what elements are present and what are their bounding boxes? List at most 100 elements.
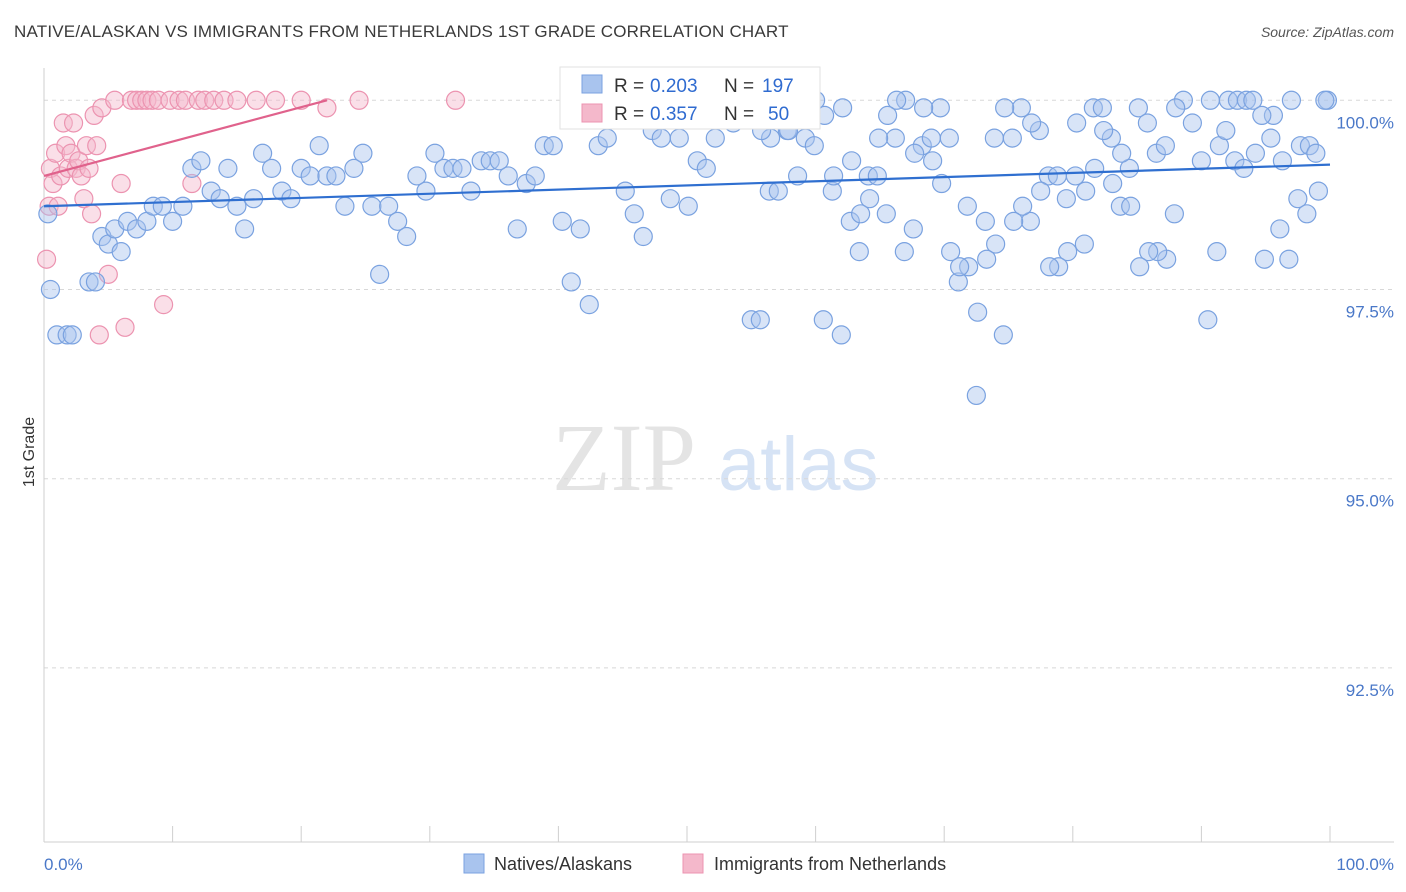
- point-blue-64: [597, 128, 617, 148]
- point-blue-102: [939, 128, 959, 148]
- point-blue-54: [507, 219, 527, 239]
- point-pink-16: [76, 136, 97, 156]
- point-blue-159: [1166, 98, 1186, 118]
- point-blue-201: [787, 166, 808, 186]
- point-blue-165: [1112, 143, 1132, 163]
- legend-swatch-pink: [581, 103, 603, 123]
- point-pink-27: [121, 90, 142, 110]
- point-blue-180: [977, 249, 997, 269]
- series-immigrants-netherlands: [36, 90, 620, 345]
- point-blue-27: [262, 158, 282, 178]
- point-blue-130: [1191, 151, 1212, 171]
- point-blue-157: [1306, 143, 1326, 163]
- point-pink-47: [349, 90, 369, 110]
- point-blue-16: [163, 211, 183, 231]
- point-blue-37: [353, 143, 373, 163]
- point-pink-46: [317, 98, 337, 118]
- point-blue-183: [950, 257, 970, 277]
- point-blue-53: [498, 166, 518, 186]
- chart-source: Source: ZipAtlas.com: [1260, 24, 1394, 40]
- point-blue-106: [975, 211, 995, 231]
- point-blue-185: [932, 173, 952, 194]
- point-blue-87: [804, 136, 824, 156]
- point-blue-108: [993, 325, 1013, 345]
- point-blue-171: [1058, 242, 1078, 262]
- point-blue-174: [1031, 181, 1051, 201]
- point-blue-136: [1245, 143, 1266, 163]
- point-blue-121: [1110, 196, 1130, 216]
- point-blue-173: [1040, 257, 1060, 277]
- y-axis-label: 1st Grade: [21, 417, 38, 487]
- point-blue-168: [1085, 158, 1105, 178]
- point-blue-166: [1103, 173, 1123, 194]
- point-blue-158: [1315, 90, 1335, 110]
- point-blue-100: [921, 128, 941, 148]
- point-blue-119: [1092, 98, 1112, 118]
- point-blue-44: [416, 181, 436, 201]
- point-blue-124: [1137, 113, 1157, 133]
- legend-swatch-blue: [581, 74, 603, 94]
- point-blue-122: [1119, 158, 1139, 178]
- point-blue-184: [941, 242, 961, 262]
- point-blue-23: [227, 196, 247, 216]
- point-blue-111: [1020, 211, 1040, 231]
- point-blue-181: [968, 302, 988, 322]
- point-blue-153: [1270, 219, 1290, 239]
- point-blue-164: [1121, 196, 1141, 216]
- point-blue-21: [210, 189, 230, 209]
- point-blue-131: [1200, 90, 1221, 110]
- point-pink-40: [204, 90, 224, 110]
- point-blue-6: [85, 272, 106, 292]
- point-pink-20: [87, 136, 107, 156]
- point-blue-61: [570, 219, 590, 239]
- point-blue-107: [984, 128, 1004, 148]
- point-blue-177: [1004, 211, 1024, 231]
- point-blue-175: [1022, 113, 1042, 133]
- point-blue-193: [860, 189, 880, 209]
- point-blue-176: [1013, 196, 1033, 216]
- point-blue-196: [833, 98, 853, 118]
- trend-line-blue: [43, 163, 1331, 208]
- point-blue-17: [173, 196, 193, 216]
- point-blue-59: [552, 211, 572, 231]
- bottom-legend-swatch-pink: [682, 853, 704, 874]
- point-blue-75: [696, 158, 716, 178]
- point-blue-1: [40, 279, 61, 300]
- point-pink-44: [265, 90, 286, 110]
- point-blue-128: [1173, 90, 1193, 110]
- point-blue-138: [1263, 105, 1284, 126]
- point-blue-151: [1252, 105, 1272, 126]
- point-blue-66: [615, 181, 635, 201]
- trend-lines: [43, 99, 1331, 208]
- point-blue-126: [1155, 136, 1175, 156]
- point-pink-28: [126, 90, 147, 110]
- y-tick-label-1: 97.5%: [1346, 302, 1394, 321]
- legend-n-value-1: 197: [762, 76, 794, 97]
- point-blue-67: [624, 204, 644, 224]
- point-blue-150: [1243, 90, 1263, 110]
- point-blue-163: [1130, 257, 1150, 277]
- bottom-legend-swatch-blue: [463, 853, 485, 874]
- point-pink-38: [188, 90, 208, 110]
- point-blue-42: [397, 226, 417, 247]
- trend-line-pink: [43, 99, 328, 178]
- point-pink-15: [74, 189, 94, 209]
- point-blue-112: [1029, 120, 1049, 141]
- point-pink-7: [53, 113, 73, 133]
- point-blue-39: [370, 264, 390, 284]
- point-pink-18: [81, 204, 102, 224]
- point-blue-197: [824, 166, 844, 186]
- correlation-legend: R = 0.203 N = 197 R = 0.357 N = 50: [559, 66, 821, 130]
- x-tick-label-left: 0.0%: [44, 855, 83, 874]
- point-blue-96: [885, 128, 905, 148]
- point-blue-169: [1076, 181, 1096, 201]
- point-blue-98: [903, 219, 923, 239]
- point-blue-5: [79, 272, 99, 292]
- legend-r-value-2: 0.357: [650, 104, 698, 125]
- point-blue-101: [930, 98, 950, 118]
- point-blue-10: [111, 242, 131, 262]
- point-blue-179: [986, 234, 1006, 254]
- point-blue-129: [1182, 113, 1202, 133]
- point-pink-0: [36, 249, 57, 269]
- point-blue-187: [914, 98, 934, 118]
